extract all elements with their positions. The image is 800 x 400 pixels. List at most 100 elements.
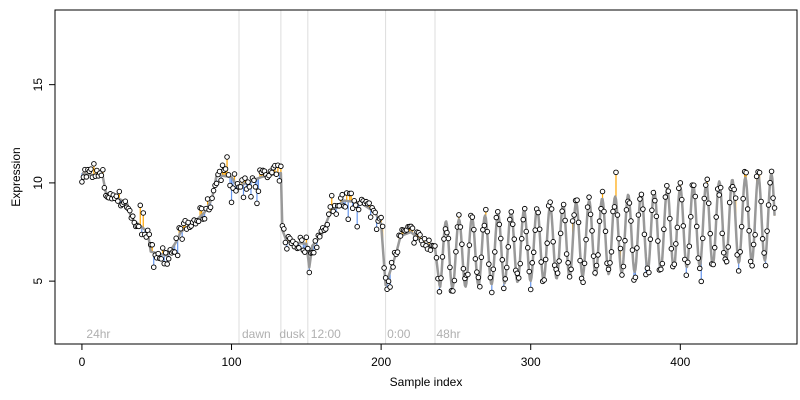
data-point xyxy=(282,239,289,246)
phase-label: 24hr xyxy=(86,327,110,341)
data-point xyxy=(504,264,510,271)
data-point xyxy=(695,255,702,261)
data-point xyxy=(486,261,492,267)
data-point xyxy=(617,245,624,252)
x-tick-label: 200 xyxy=(371,355,391,369)
y-axis-title: Expression xyxy=(9,147,23,206)
data-point xyxy=(566,274,573,280)
data-point xyxy=(524,245,531,251)
data-point xyxy=(333,211,339,217)
data-point xyxy=(478,254,485,261)
data-point xyxy=(387,284,393,290)
data-point xyxy=(665,188,672,194)
data-point xyxy=(348,190,354,197)
data-point xyxy=(228,199,235,206)
phase-labels: 24hr dawn dusk 12:00 0:00 48hr xyxy=(86,327,460,341)
data-point xyxy=(122,198,129,205)
data-point xyxy=(447,264,453,271)
data-point xyxy=(505,244,512,250)
data-point xyxy=(444,229,450,236)
data-point xyxy=(649,207,655,214)
data-point xyxy=(417,232,423,238)
data-point xyxy=(456,212,462,218)
data-point xyxy=(492,249,498,255)
data-point xyxy=(91,161,97,167)
data-point xyxy=(311,249,317,256)
data-point xyxy=(641,231,648,238)
data-point xyxy=(661,226,667,233)
data-point xyxy=(563,251,570,257)
data-point xyxy=(158,256,164,262)
data-point xyxy=(738,223,745,230)
data-point xyxy=(611,204,618,210)
data-point xyxy=(720,249,727,256)
data-point xyxy=(731,186,737,193)
data-point xyxy=(502,276,509,282)
data-point xyxy=(679,196,685,203)
data-point xyxy=(691,182,697,189)
data-point xyxy=(620,263,627,270)
data-point xyxy=(284,246,290,252)
data-point xyxy=(523,228,529,235)
data-point xyxy=(556,258,562,264)
data-point xyxy=(150,264,157,270)
data-point xyxy=(658,266,664,273)
data-point xyxy=(453,248,459,255)
data-point xyxy=(527,286,534,293)
data-point xyxy=(580,279,586,286)
data-point xyxy=(614,212,621,218)
data-point xyxy=(550,239,556,245)
data-point xyxy=(484,228,491,235)
data-point xyxy=(634,245,640,251)
data-point xyxy=(622,237,628,244)
data-point xyxy=(165,256,172,262)
data-point xyxy=(562,217,568,224)
data-point xyxy=(439,254,446,260)
data-point xyxy=(426,237,432,244)
data-point xyxy=(207,204,214,211)
data-point xyxy=(589,228,595,234)
data-point xyxy=(411,240,417,246)
data-point xyxy=(195,218,202,225)
data-point xyxy=(764,228,770,234)
data-point xyxy=(640,206,646,212)
data-point xyxy=(592,270,598,276)
data-point xyxy=(743,169,749,176)
data-point xyxy=(726,199,733,206)
data-point xyxy=(632,274,639,281)
data-point xyxy=(173,235,179,242)
data-point xyxy=(441,236,447,242)
data-point xyxy=(339,191,345,198)
data-point xyxy=(584,204,591,210)
data-point xyxy=(409,225,416,231)
data-point xyxy=(548,206,555,212)
data-point xyxy=(758,198,764,205)
data-point xyxy=(616,235,622,242)
x-axis: 0 100 200 300 400 xyxy=(79,343,691,369)
data-point xyxy=(716,192,722,198)
data-point xyxy=(762,262,769,269)
data-point xyxy=(149,242,155,248)
data-point xyxy=(725,244,731,250)
y-axis: 5 10 15 xyxy=(31,78,56,284)
data-point xyxy=(372,209,378,216)
data-point xyxy=(511,236,518,242)
data-point xyxy=(305,245,311,252)
data-point xyxy=(116,188,123,195)
data-point xyxy=(765,202,772,208)
data-point xyxy=(626,200,633,206)
data-point xyxy=(685,259,691,266)
data-point xyxy=(164,261,170,267)
data-point xyxy=(436,289,443,295)
phase-label: 0:00 xyxy=(387,327,411,341)
data-point xyxy=(493,214,500,221)
data-point xyxy=(490,266,497,272)
data-point xyxy=(605,266,612,273)
data-point xyxy=(593,262,600,269)
data-point xyxy=(459,241,465,247)
data-point xyxy=(732,195,739,201)
data-point xyxy=(302,249,308,255)
data-point xyxy=(635,212,642,218)
data-point xyxy=(314,244,320,251)
data-point xyxy=(385,278,392,285)
